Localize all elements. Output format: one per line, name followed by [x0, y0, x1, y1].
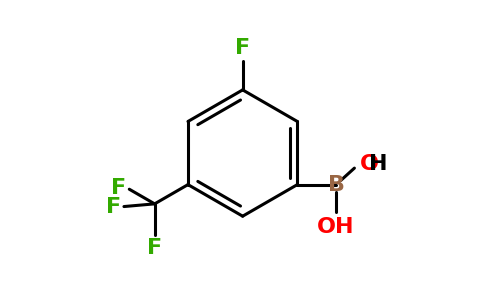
Text: H: H	[369, 154, 388, 174]
Text: F: F	[106, 196, 121, 217]
Text: O: O	[360, 154, 379, 174]
Text: F: F	[235, 38, 250, 58]
Text: OH: OH	[317, 217, 355, 237]
Text: F: F	[111, 178, 126, 198]
Text: B: B	[328, 175, 345, 195]
Text: F: F	[147, 238, 162, 258]
